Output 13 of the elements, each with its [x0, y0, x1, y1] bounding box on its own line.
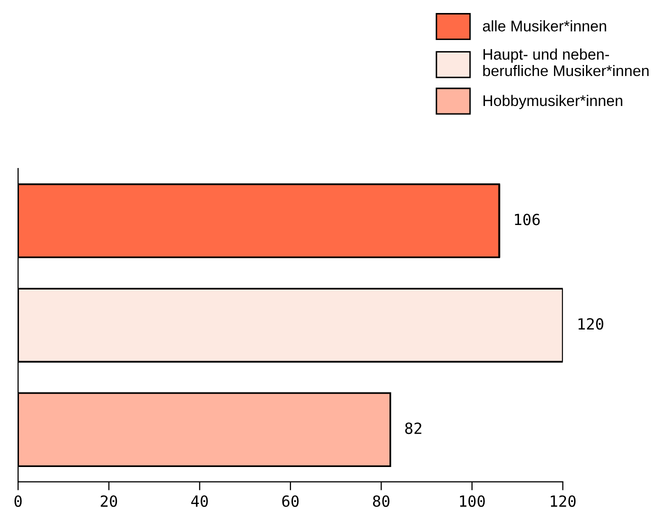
data-label: 106: [514, 214, 540, 226]
x-tick-label: 100: [460, 495, 485, 507]
x-tick-label: 0: [14, 495, 22, 507]
legend-label: alle Musiker*innen: [482, 20, 606, 32]
legend-label: Haupt- und neben- berufliche Musiker*innen: [483, 48, 649, 76]
x-tick-label: 120: [550, 495, 576, 507]
x-tick-label: 40: [191, 495, 208, 507]
data-label: 120: [578, 318, 604, 330]
x-tick-label: 20: [100, 495, 118, 507]
x-tick-label: 60: [282, 495, 299, 507]
x-tick-label: 80: [373, 495, 390, 507]
legend-label: Hobbymusiker*innen: [484, 94, 622, 110]
data-label: 82: [405, 422, 422, 434]
